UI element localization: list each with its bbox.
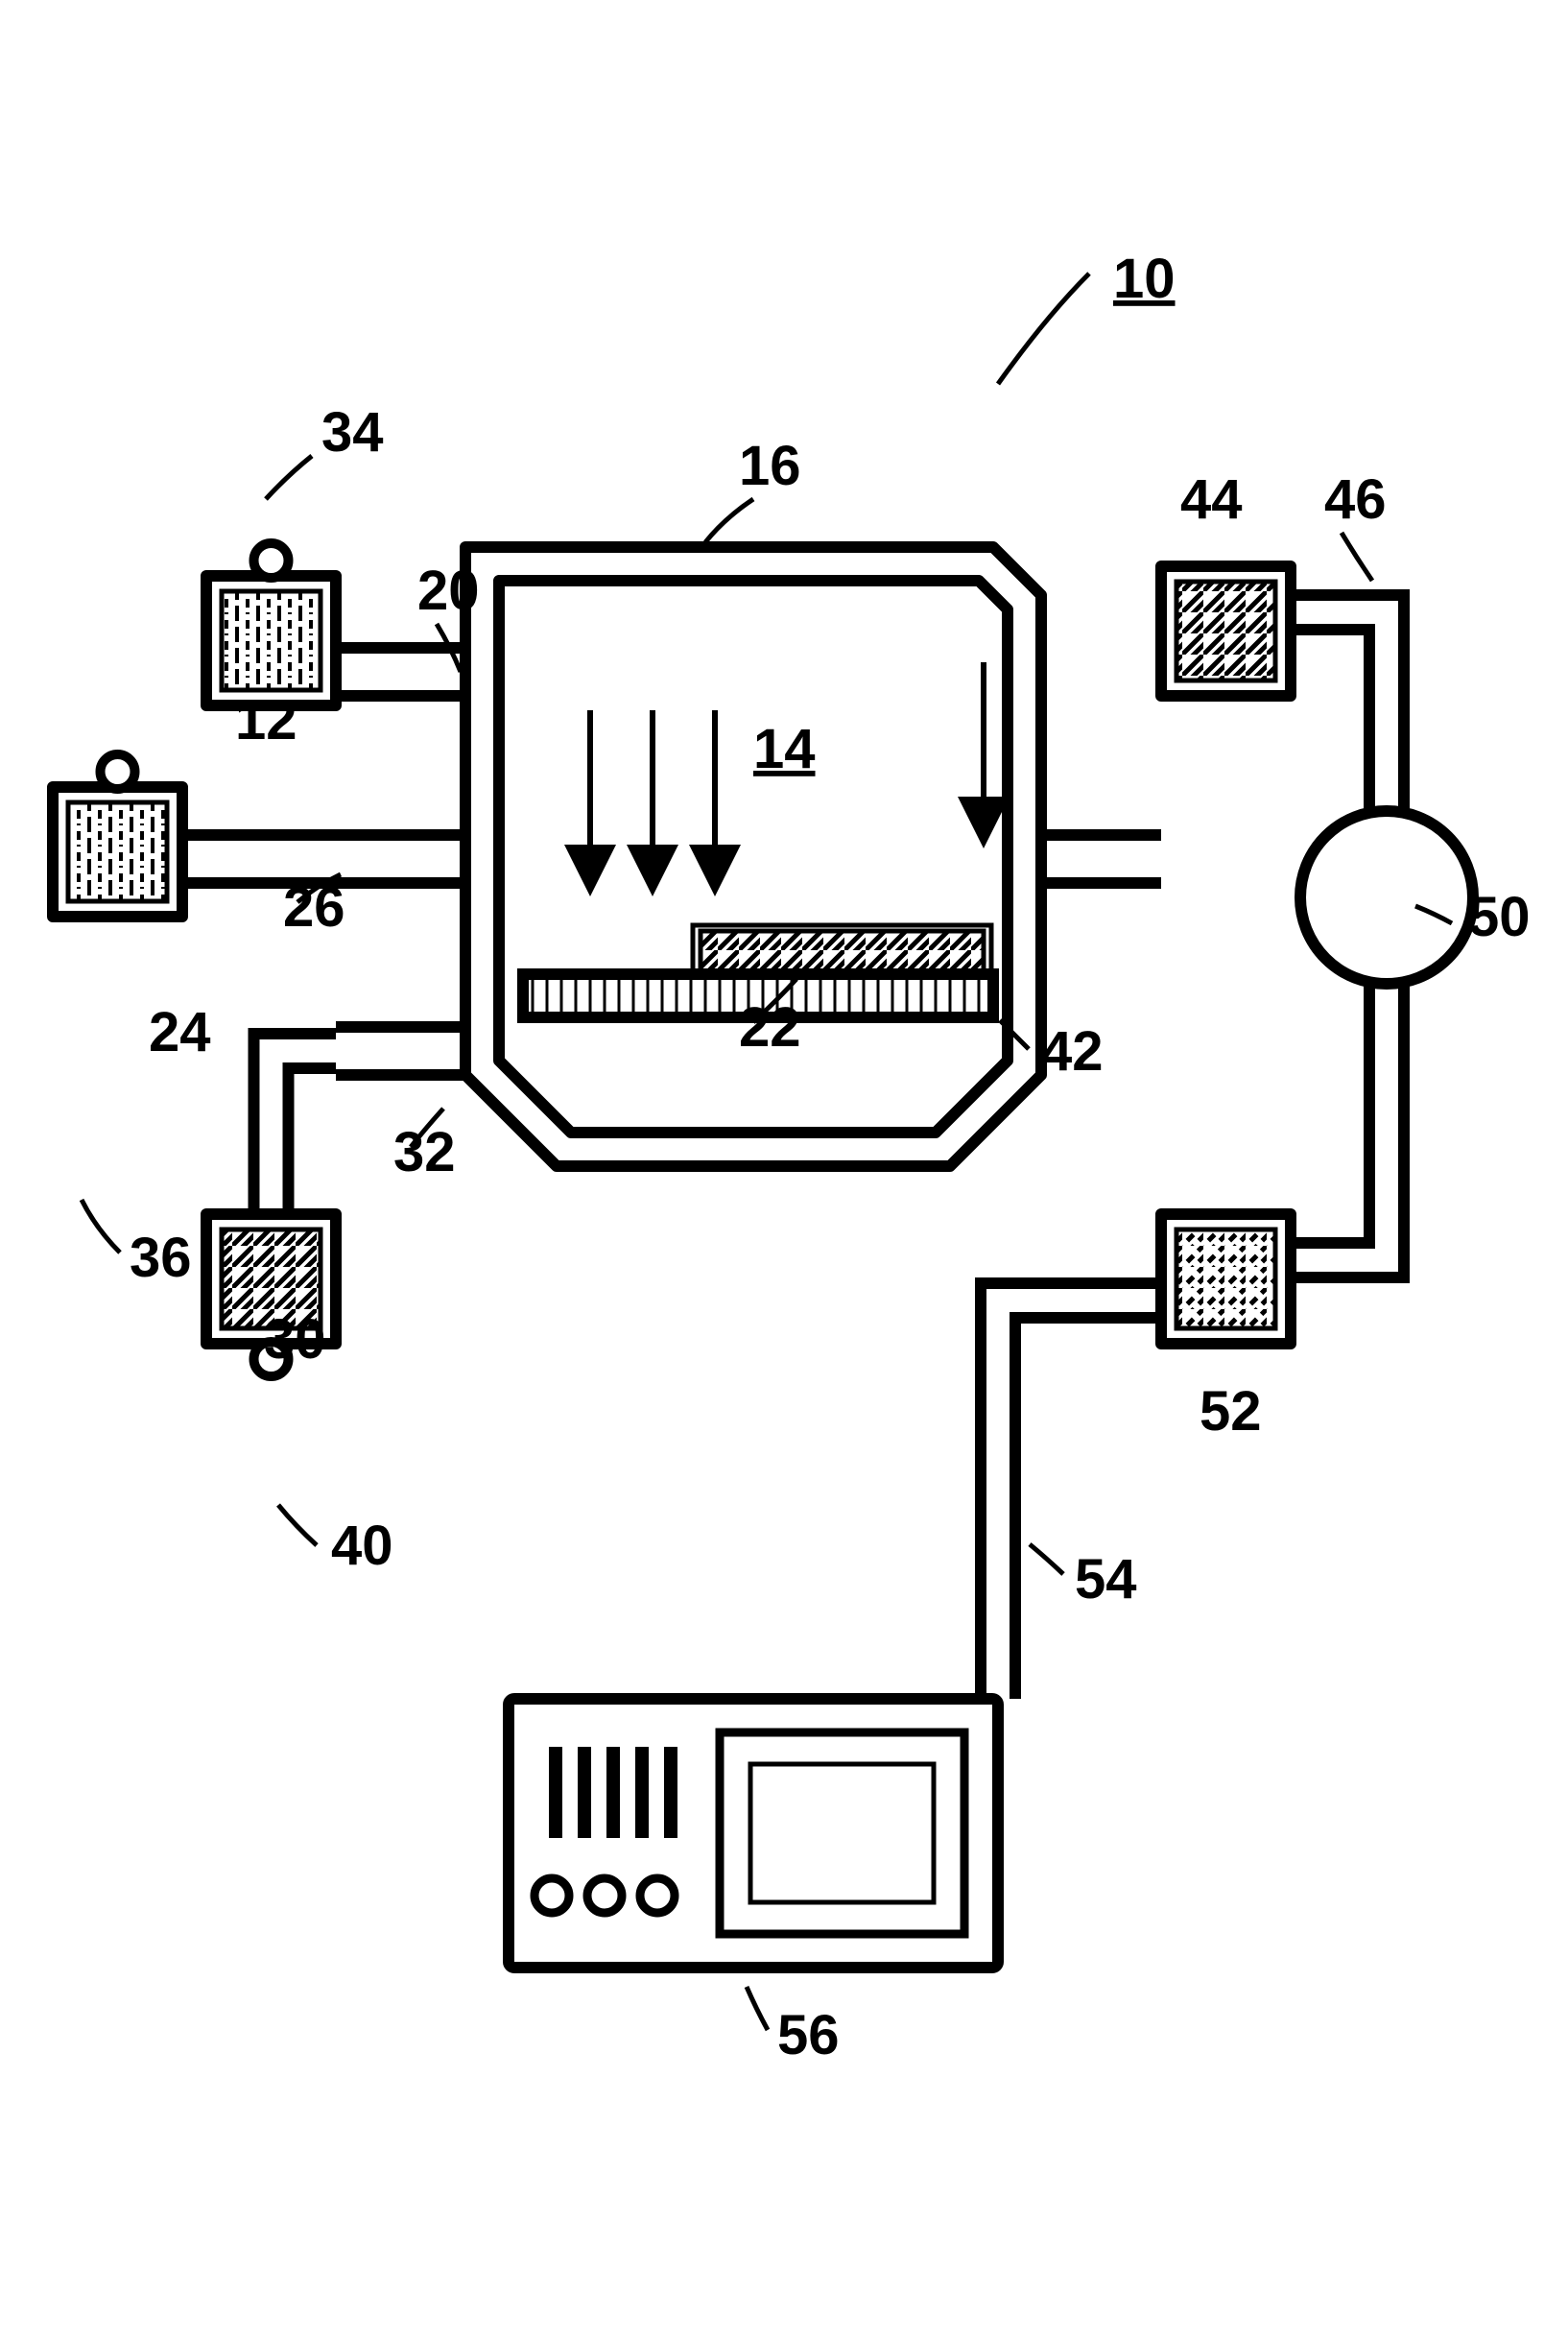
label-sys: 10 <box>1113 248 1176 310</box>
leader-s40 <box>278 1505 317 1545</box>
label-c14: 14 <box>753 718 816 780</box>
leader-s36 <box>82 1200 120 1253</box>
pipe-54 <box>998 1299 1161 1700</box>
leader-l46 <box>1342 533 1372 581</box>
label-c16: 16 <box>739 435 801 497</box>
label-v12: 12 <box>235 689 297 752</box>
label-l26: 26 <box>283 876 345 939</box>
leader-l54 <box>1030 1544 1063 1574</box>
pipe-50-52 <box>1291 986 1387 1260</box>
valve-v12 <box>206 543 336 705</box>
pump-50 <box>1300 811 1473 984</box>
label-l54: 54 <box>1075 1548 1137 1611</box>
leader-s34 <box>266 456 312 499</box>
label-l46: 46 <box>1324 468 1387 531</box>
label-l32: 32 <box>393 1121 456 1183</box>
label-s34: 34 <box>321 401 384 464</box>
label-l20: 20 <box>417 560 480 622</box>
valve-v24 <box>53 754 182 917</box>
label-v24: 24 <box>149 1001 211 1063</box>
label-s40: 40 <box>331 1515 393 1577</box>
chamber-14 <box>465 547 1041 1166</box>
label-s36: 36 <box>130 1227 192 1289</box>
leader-c16 <box>705 499 753 542</box>
label-v30: 30 <box>264 1308 326 1371</box>
port-20 <box>336 648 466 696</box>
label-p50: 50 <box>1468 886 1531 948</box>
label-w22: 22 <box>739 996 801 1059</box>
controller-56 <box>509 1699 998 1968</box>
pipe-32 <box>272 1051 337 1214</box>
port-out <box>1040 835 1161 883</box>
leader-d56 <box>747 1987 768 2030</box>
leader-sys <box>998 274 1089 384</box>
valve-v52 <box>1161 1214 1291 1344</box>
pipe-46 <box>1291 612 1387 810</box>
label-h42: 42 <box>1041 1020 1104 1083</box>
label-d56: 56 <box>777 2004 840 2066</box>
port-32 <box>336 1027 466 1075</box>
valve-v44 <box>1161 566 1291 696</box>
label-v44: 44 <box>1180 468 1243 531</box>
label-v52: 52 <box>1200 1380 1262 1443</box>
